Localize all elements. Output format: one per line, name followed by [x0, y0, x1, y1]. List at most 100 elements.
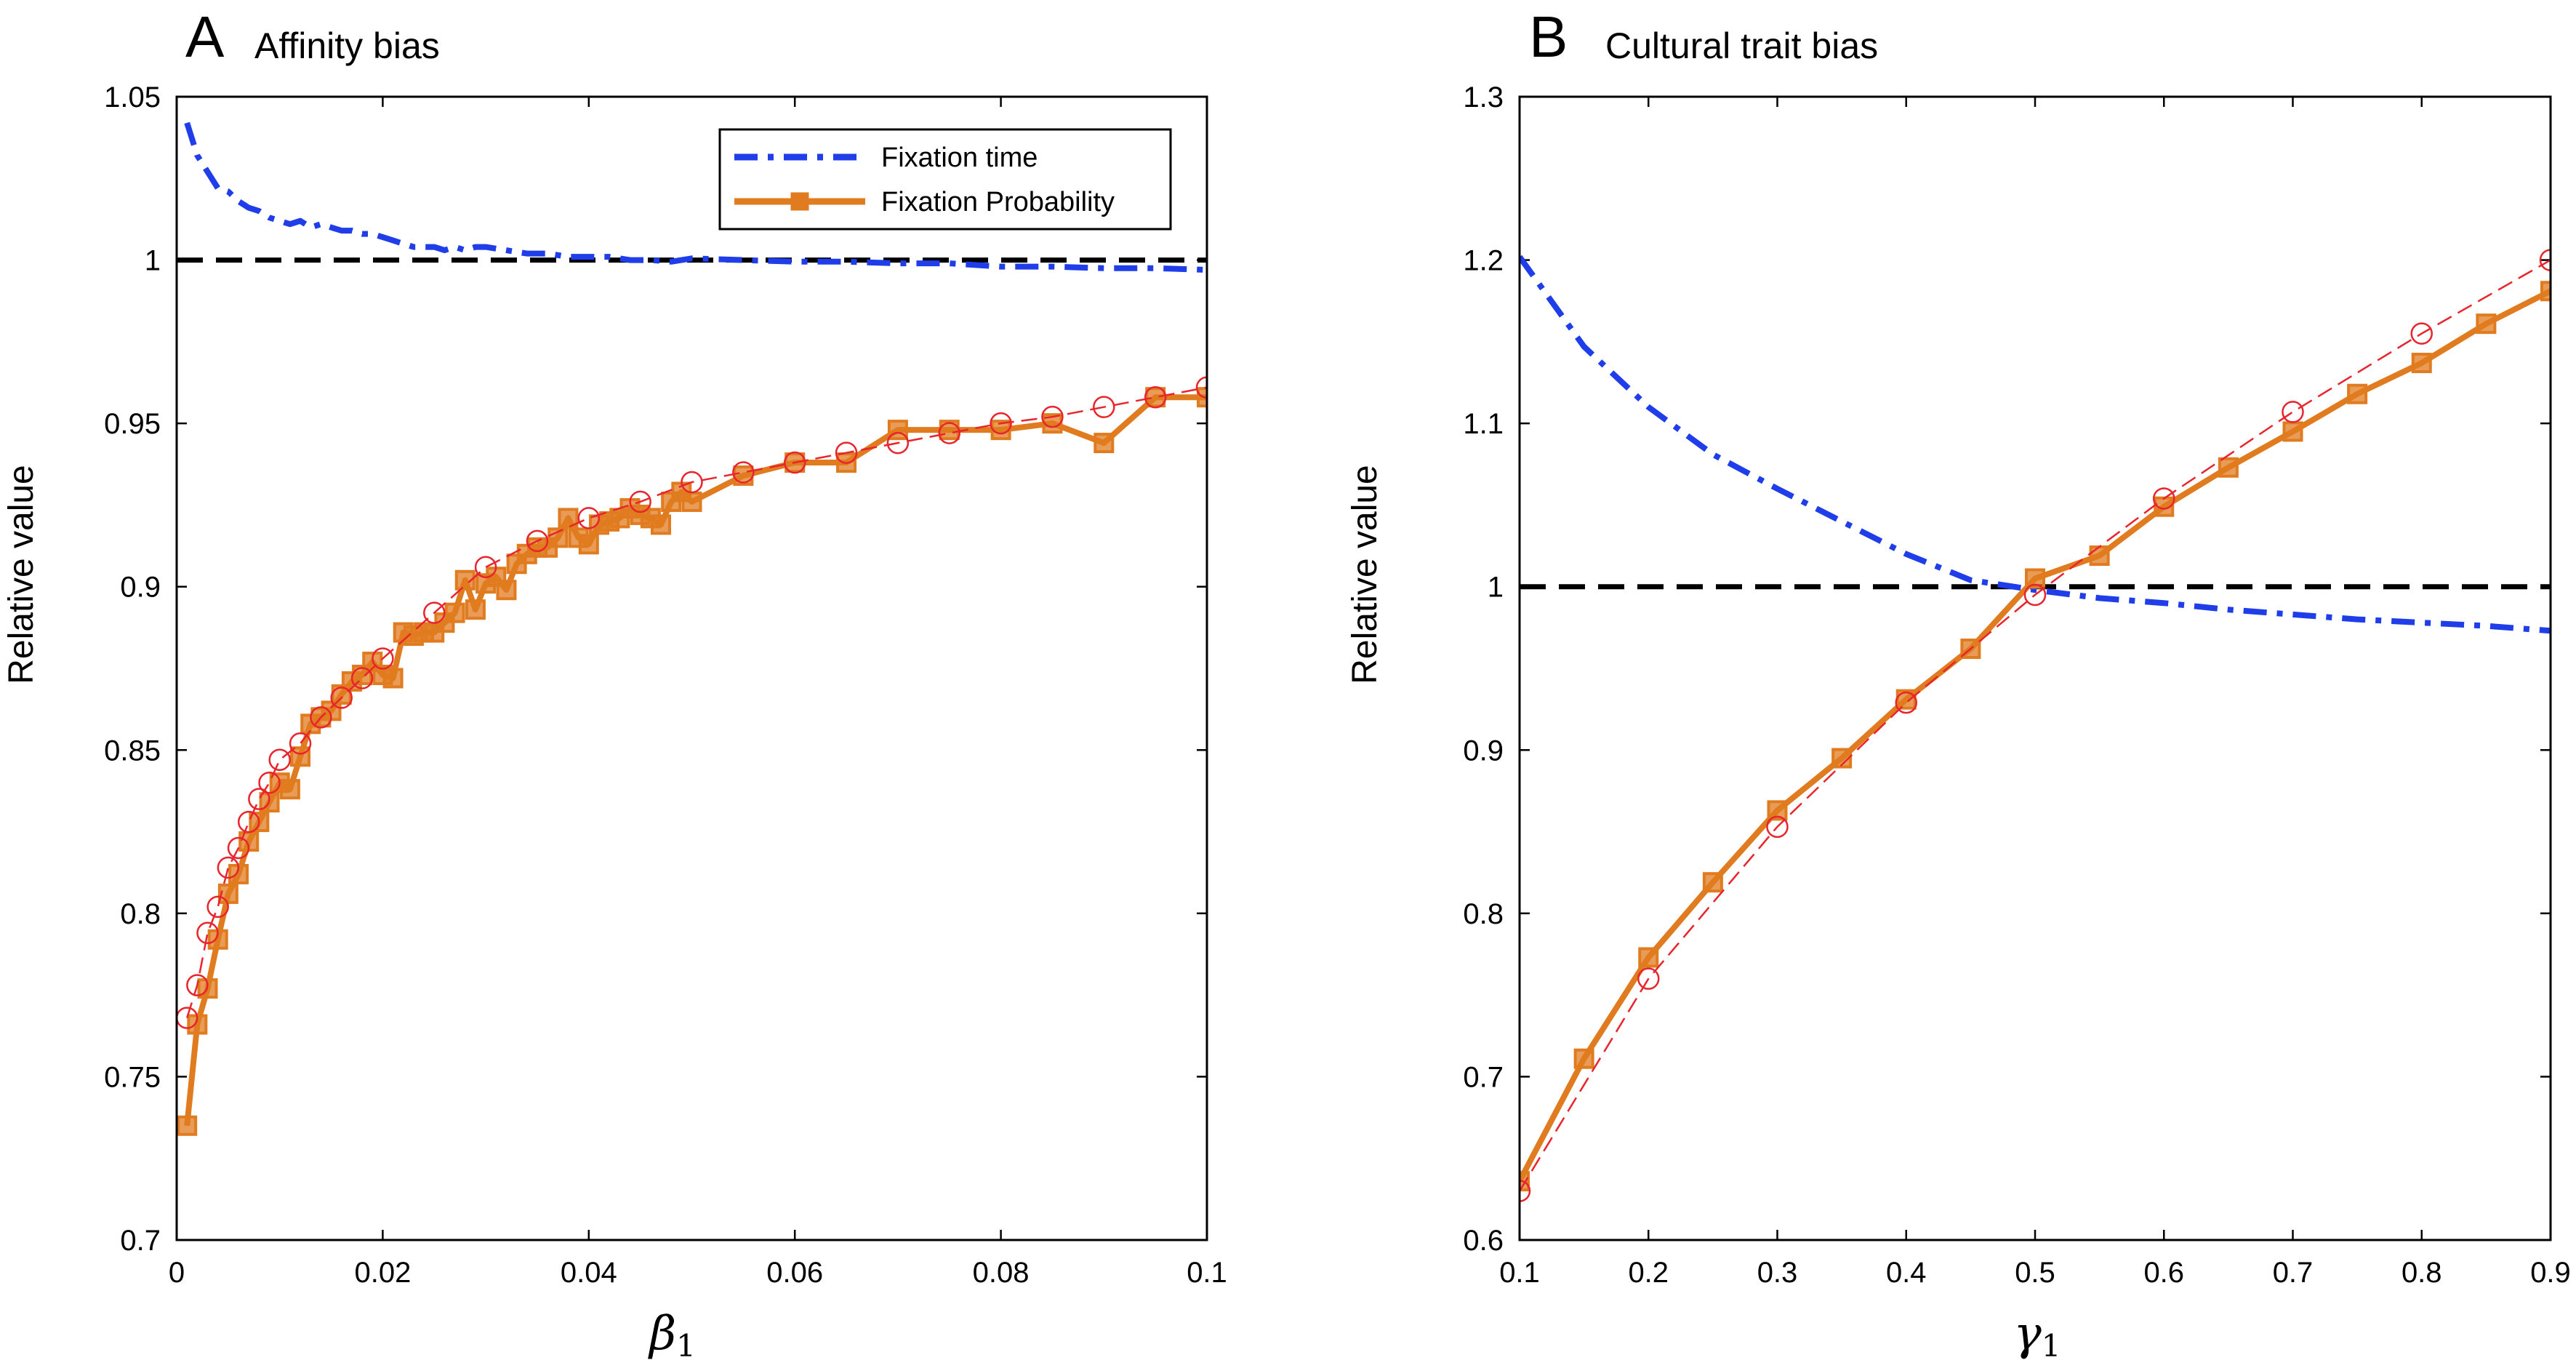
panel-a-series-theory-fixation-probability — [186, 386, 1207, 1018]
panel-b-xtick-label: 0.8 — [2402, 1257, 2442, 1289]
panel-b-probability-point — [2347, 383, 2368, 404]
panel-a-probability-point — [444, 602, 465, 623]
panel-a-theory-point — [1195, 376, 1207, 399]
panel-b-xtick-label: 0.1 — [1499, 1257, 1540, 1289]
panel-a-probability-point — [290, 746, 311, 767]
panel-a-theory-point — [258, 771, 281, 794]
panel-a-theory-point — [526, 529, 549, 553]
panel-b-xlabel-symbol: γ — [2014, 1307, 2042, 1360]
panel-b-ytick-label: 1.3 — [1463, 81, 1504, 113]
panel-b-probability-point — [2540, 281, 2551, 302]
panel-a-theory-point — [1144, 385, 1167, 409]
panel-a-probability-point — [1094, 433, 1115, 454]
panel-b-series-theory-fixation-probability — [1520, 259, 2551, 1192]
panel-b-ytick-label: 0.9 — [1463, 735, 1504, 767]
panel-a-probability-point — [279, 779, 300, 800]
panel-b-probability-point — [2476, 313, 2497, 335]
panel-a-probability-point — [465, 599, 486, 620]
panel-a-theory-point — [1093, 396, 1115, 418]
panel-a-axes-box — [175, 95, 1208, 1241]
panel-b: B Cultural trait bias 0.1 0.2 0.3 0.4 0.5 0.6… — [1346, 4, 2571, 1360]
panel-b-ytick-label: 0.6 — [1463, 1225, 1504, 1257]
panel-b-ytick-label: 1 — [1488, 572, 1504, 604]
panel-a-theory-point — [886, 431, 910, 455]
panel-b-theory-point — [1895, 691, 1917, 714]
panel-a-xtick-label: 0.06 — [766, 1257, 823, 1289]
panel-b-probability-point — [2411, 353, 2432, 374]
panel-a-probability-point — [321, 700, 342, 721]
panel-b-theory-point — [2153, 487, 2175, 510]
panel-b-theory-point — [2539, 249, 2551, 271]
panel-a-theory-point — [474, 556, 497, 579]
panel-a-xtick-label: 0.08 — [973, 1257, 1030, 1289]
panel-a-probability-point — [187, 1014, 208, 1035]
panel-b-probability-point — [1702, 872, 1723, 893]
panel-a-theory-point — [835, 441, 858, 464]
panel-b-xtick-label: 0.5 — [2015, 1257, 2055, 1289]
panel-b-probability-point — [2282, 421, 2303, 442]
panel-b-series-group — [1520, 249, 2551, 1202]
panel-b-xtick-label: 0.4 — [1886, 1257, 1927, 1289]
panel-a-theory-point — [372, 647, 394, 670]
panel-a-xtick-label: 0 — [169, 1257, 185, 1289]
panel-b-ytick-label: 0.7 — [1463, 1061, 1504, 1093]
panel-b-ytick-label: 0.8 — [1463, 898, 1504, 930]
panel-a: A Affinity bias 0 0.02 0.04 0.06 0.08 0.1 0.7 0… — [2, 4, 1227, 1360]
panel-a-theory-point — [681, 471, 703, 494]
panel-b-theory-point — [1766, 815, 1789, 839]
panel-a-theory-point — [310, 706, 332, 729]
panel-a-letter: A — [185, 4, 225, 69]
panel-a-probability-point — [382, 668, 404, 689]
panel-a-theory-point — [938, 422, 960, 444]
panel-b-xtick-label: 0.2 — [1628, 1257, 1669, 1289]
panel-b-xtick-label: 0.3 — [1757, 1257, 1798, 1289]
panel-a-plot-area: 0 0.02 0.04 0.06 0.08 0.1 0.7 0.75 0.8 0.85 0.9 0.9… — [104, 81, 1227, 1289]
panel-a-probability-point — [1145, 387, 1166, 408]
panel-a-theory-point — [1041, 405, 1064, 428]
panel-a-title: Affinity bias — [254, 25, 440, 66]
panel-a-theory-point — [217, 856, 240, 879]
panel-a-theory-point — [577, 507, 601, 529]
panel-a-probability-point — [217, 883, 238, 904]
panel-a-ytick-label: 0.8 — [120, 898, 161, 930]
panel-b-ytick-label: 1.2 — [1463, 245, 1504, 277]
panel-a-theory-point — [289, 732, 312, 755]
panel-a-theory-point — [248, 788, 270, 810]
panel-a-legend: Fixation time Fixation Probability — [718, 128, 1172, 231]
panel-a-theory-point — [330, 687, 353, 709]
panel-a-ytick-label: 0.7 — [120, 1225, 161, 1257]
panel-a-theory-point — [732, 461, 755, 484]
panel-b-ytick-label: 1.1 — [1463, 408, 1504, 440]
panel-b-probability-point — [2218, 457, 2239, 478]
panel-b-probability-point — [1638, 947, 1659, 968]
panel-a-theory-point — [196, 921, 219, 945]
panel-b-series-fixation-time — [1520, 255, 2551, 634]
panel-a-theory-point — [350, 667, 374, 689]
panel-b-probability-point — [1573, 1048, 1594, 1069]
panel-b-ylabel: Relative value — [1346, 465, 1384, 684]
panel-a-ylabel: Relative value — [2, 465, 41, 684]
panel-b-theory-point — [2023, 583, 2047, 607]
panel-a-theory-point — [990, 412, 1012, 435]
panel-a-ytick-label: 1 — [145, 245, 161, 277]
legend-marker-square — [790, 192, 809, 211]
panel-a-xlabel-subscript: 1 — [676, 1328, 696, 1360]
panel-a-xtick-label: 0.1 — [1187, 1257, 1227, 1289]
panel-a-ytick-label: 1.05 — [104, 81, 161, 113]
panel-a-theory-point — [423, 601, 446, 624]
panel-a-xtick-label: 0.04 — [561, 1257, 617, 1289]
panel-b-theory-point — [1637, 967, 1660, 990]
panel-b-theory-point — [2282, 401, 2304, 423]
panel-a-theory-point — [206, 895, 229, 919]
panel-a-theory-point — [227, 836, 250, 860]
panel-a-theory-point — [186, 974, 209, 996]
panel-b-title: Cultural trait bias — [1605, 25, 1878, 66]
panel-a-theory-point — [268, 748, 291, 772]
panel-a-theory-point — [629, 490, 651, 513]
panel-b-axes-box — [1518, 95, 2552, 1241]
panel-a-probability-point — [681, 491, 702, 512]
panel-a-series-fixation-time — [184, 121, 1207, 273]
panel-a-ytick-label: 0.75 — [104, 1061, 161, 1093]
panel-a-xlabel: β1 — [648, 1307, 696, 1360]
panel-a-xtick-label: 0.02 — [354, 1257, 411, 1289]
